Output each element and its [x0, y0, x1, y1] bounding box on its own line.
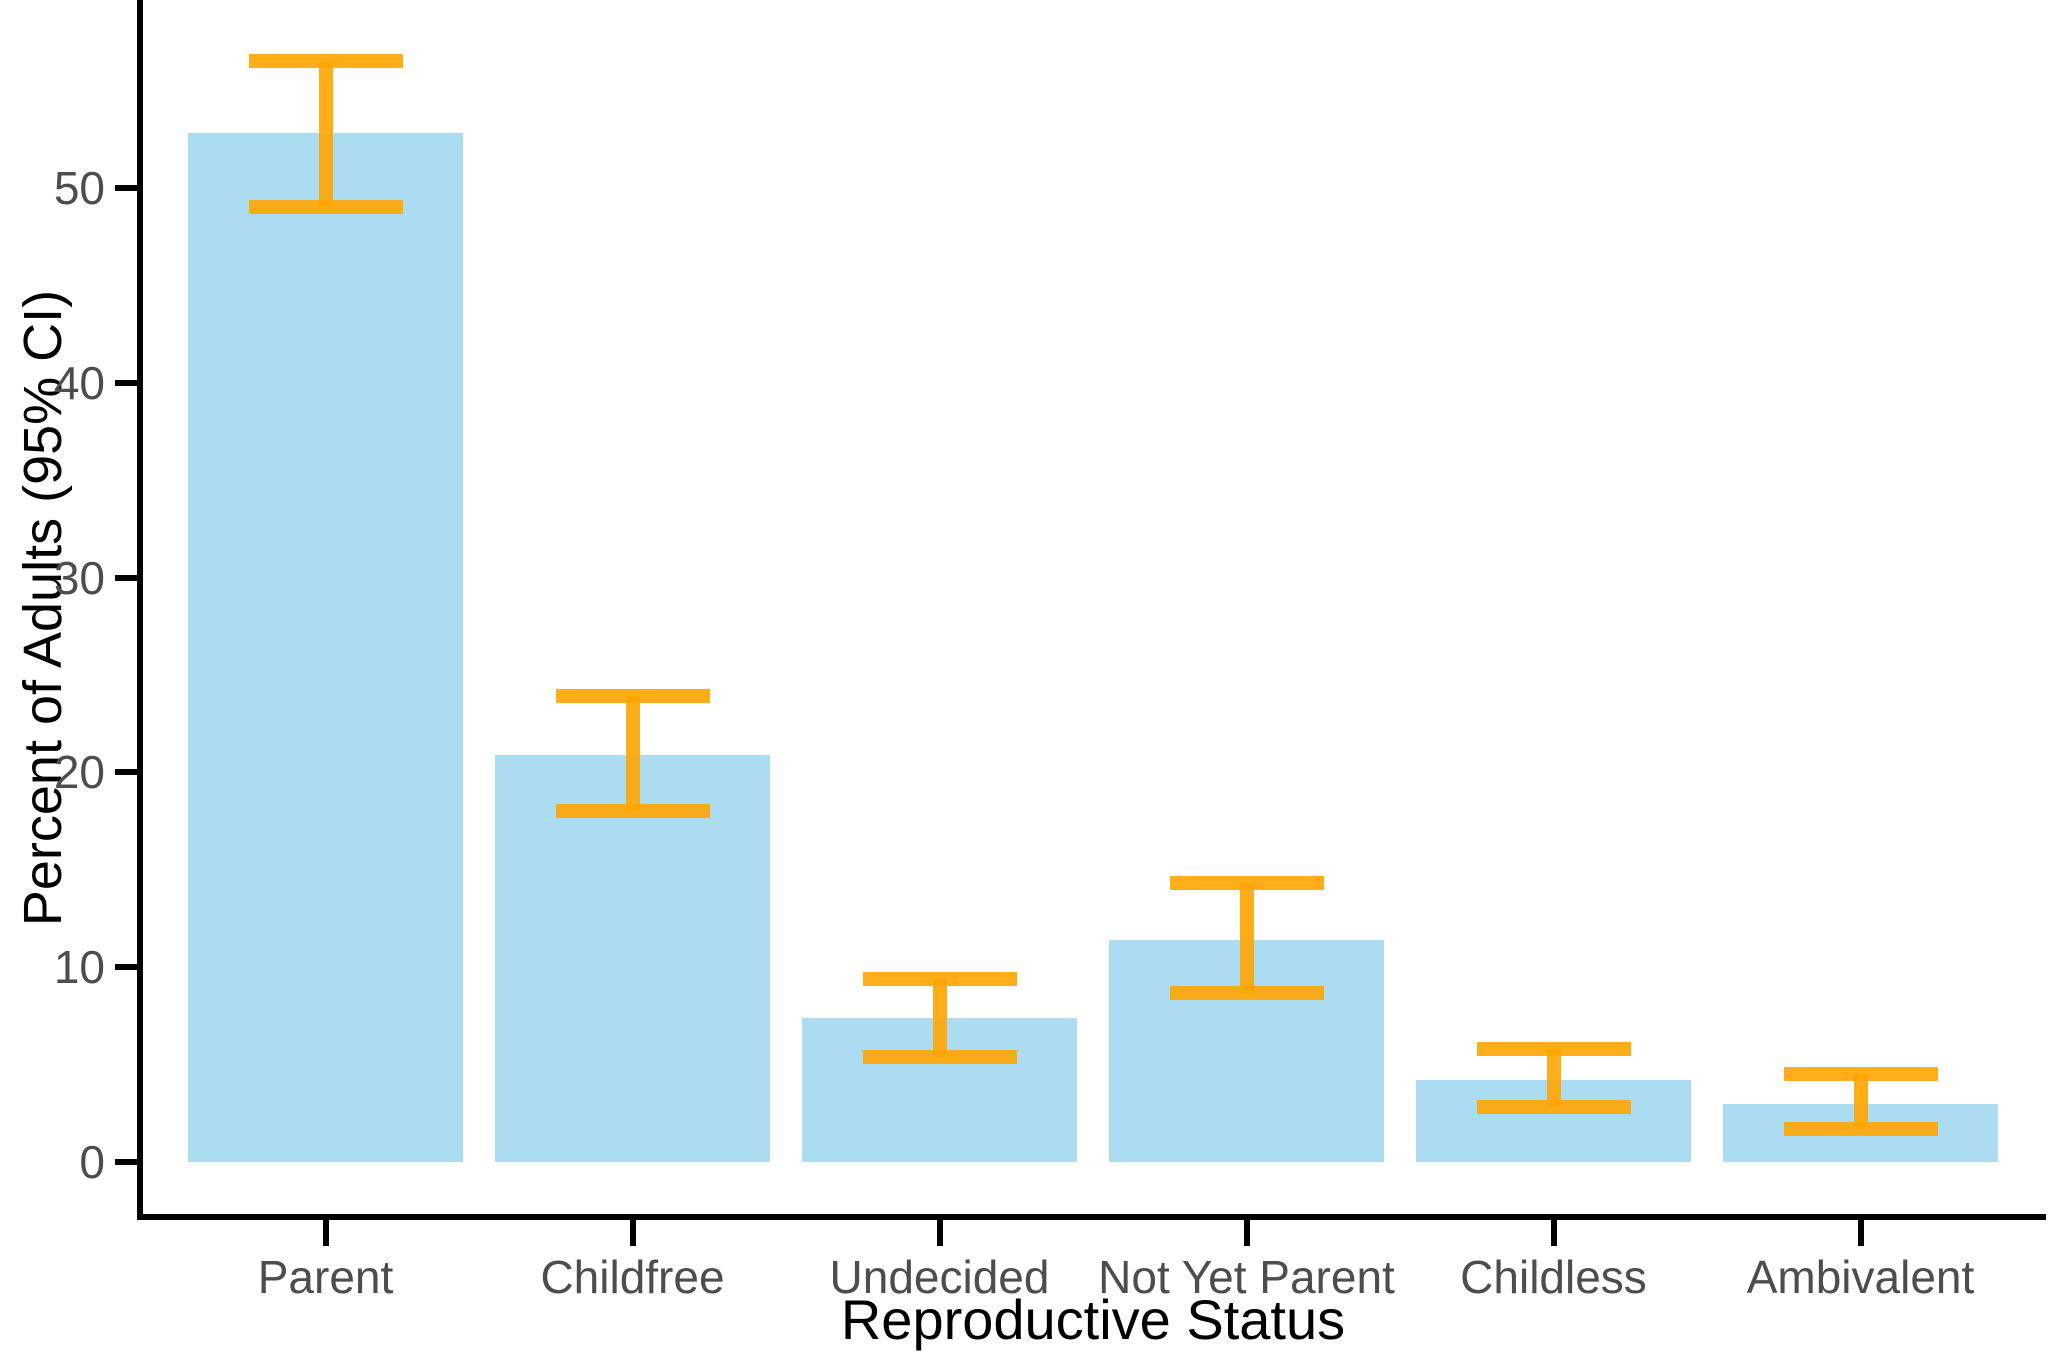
error-bar-stem	[318, 61, 333, 208]
x-axis-tick	[1550, 1220, 1557, 1246]
error-bar-stem	[1853, 1074, 1868, 1129]
error-bar-stem	[1546, 1049, 1561, 1108]
error-bar-cap-bottom	[248, 200, 403, 215]
x-category-label: Childfree	[540, 1251, 725, 1303]
y-tick-label: 20	[53, 746, 105, 799]
error-bar-cap-top	[1783, 1067, 1938, 1082]
bar-childfree	[495, 754, 770, 1162]
y-axis-tick	[115, 964, 137, 971]
error-bar-stem	[625, 696, 640, 812]
x-axis-tick	[322, 1220, 329, 1246]
y-axis-line	[137, 0, 143, 1220]
error-bar-cap-top	[248, 54, 403, 69]
y-tick-label: 10	[53, 941, 105, 994]
y-axis-tick	[115, 769, 137, 776]
x-axis-tick	[1243, 1220, 1250, 1246]
bar-parent	[188, 133, 463, 1162]
y-tick-label: 50	[53, 162, 105, 214]
error-bar-stem	[1239, 883, 1254, 993]
x-axis-tick	[1857, 1220, 1864, 1246]
y-axis-tick	[115, 1159, 137, 1165]
x-axis-title: Reproductive Status	[840, 1288, 1346, 1351]
x-category-label: Not Yet Parent	[1098, 1251, 1395, 1303]
x-category-label: Childless	[1460, 1251, 1647, 1303]
y-axis-tick	[115, 185, 137, 191]
error-bar-cap-bottom	[862, 1049, 1017, 1064]
error-bar-cap-top	[555, 689, 710, 704]
x-category-label: Parent	[257, 1251, 394, 1303]
x-category-label: Ambivalent	[1746, 1251, 1975, 1303]
error-bar-cap-top	[1476, 1042, 1631, 1057]
y-tick-label: 40	[53, 356, 105, 409]
error-bar-stem	[932, 978, 947, 1057]
y-axis-tick	[115, 574, 137, 581]
error-bar-cap-top	[1169, 876, 1324, 891]
y-tick-label: 30	[53, 551, 105, 604]
y-tick-label: 0	[79, 1136, 105, 1188]
y-axis-tick	[115, 379, 137, 386]
x-axis-line	[137, 1214, 2046, 1220]
error-bar-cap-bottom	[1476, 1100, 1631, 1115]
error-bar-cap-bottom	[1169, 985, 1324, 1000]
x-axis-tick	[936, 1220, 943, 1246]
error-bar-cap-bottom	[555, 804, 710, 819]
x-category-label: Undecided	[829, 1251, 1050, 1303]
x-axis-tick	[629, 1220, 636, 1246]
error-bar-cap-bottom	[1783, 1121, 1938, 1136]
error-bar-cap-top	[862, 971, 1017, 986]
